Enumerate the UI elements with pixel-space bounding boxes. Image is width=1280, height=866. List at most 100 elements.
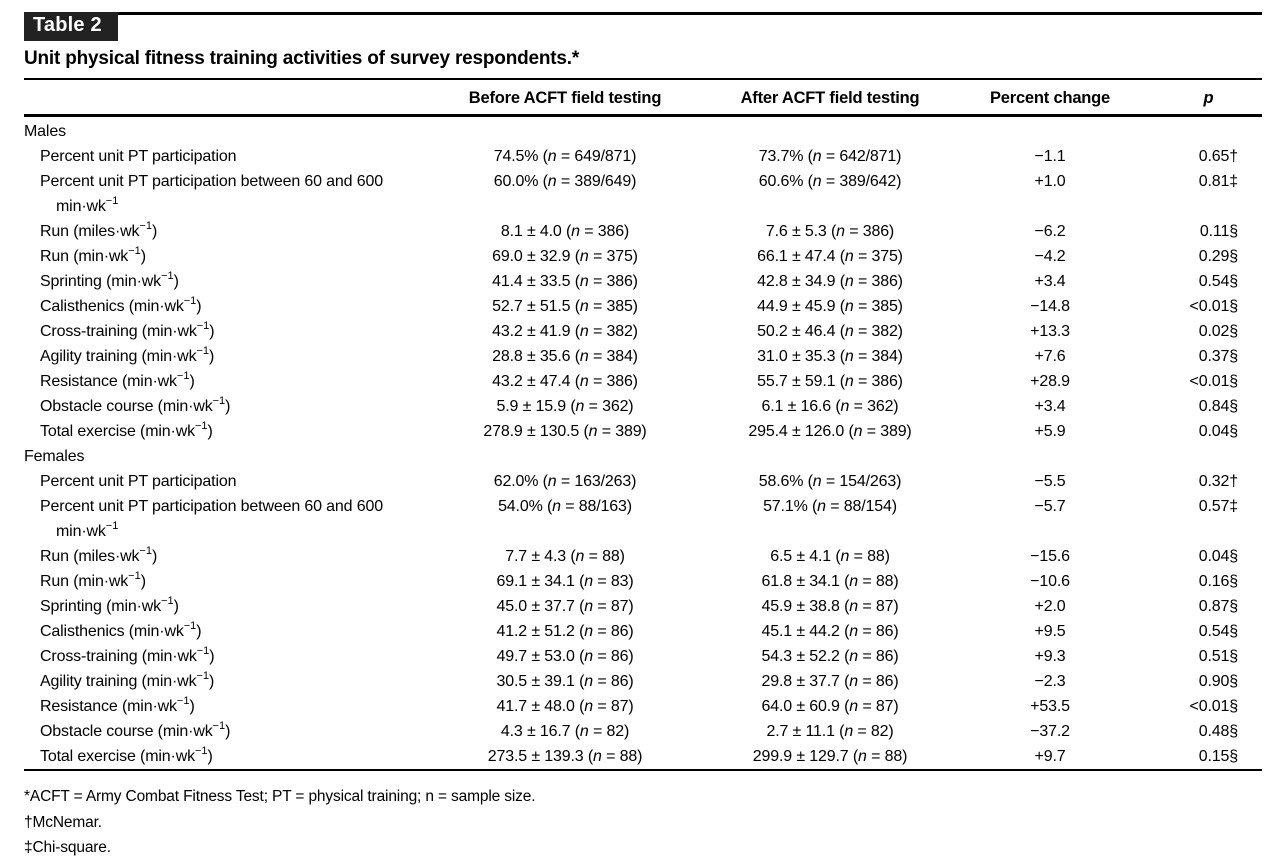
column-header-percent-change: Percent change	[985, 80, 1115, 117]
cell-percent-change: +53.5	[1030, 698, 1070, 715]
table-row: Obstacle course (min·wk−1) 5.9 ± 15.9 (n …	[24, 394, 1262, 419]
cell-percent-change: −4.2	[1034, 248, 1066, 265]
cell-before: 7.7 ± 4.3 (n = 88)	[505, 548, 625, 565]
cell-after: 61.8 ± 34.1 (n = 88)	[761, 573, 899, 590]
table-row: Calisthenics (min·wk−1) 52.7 ± 51.5 (n = …	[24, 294, 1262, 319]
table-row: Percent unit PT participation 62.0% (n = …	[24, 469, 1262, 494]
cell-before: 41.2 ± 51.2 (n = 86)	[496, 623, 634, 640]
table-row: Resistance (min·wk−1) 41.7 ± 48.0 (n = 87…	[24, 694, 1262, 719]
table-row: Resistance (min·wk−1) 43.2 ± 47.4 (n = 38…	[24, 369, 1262, 394]
table-row: Run (miles·wk−1) 7.7 ± 4.3 (n = 88) 6.5 ± …	[24, 544, 1262, 569]
cell-after: 54.3 ± 52.2 (n = 86)	[761, 648, 899, 665]
cell-p: 0.87§	[1198, 598, 1238, 615]
cell-percent-change: +3.4	[1034, 273, 1066, 290]
cell-percent-change: +2.0	[1034, 598, 1066, 615]
row-label: Resistance (min·wk−1)	[40, 694, 195, 715]
cell-after: 44.9 ± 45.9 (n = 385)	[757, 298, 903, 315]
cell-p: 0.11§	[1199, 223, 1238, 240]
cell-percent-change: −6.2	[1034, 223, 1066, 240]
top-rule	[24, 12, 1262, 15]
cell-before: 45.0 ± 37.7 (n = 87)	[496, 598, 634, 615]
section-header: Males	[24, 123, 66, 140]
cell-p: 0.54§	[1198, 623, 1238, 640]
table-row: Percent unit PT participation between 60…	[24, 494, 1262, 544]
column-header-after: After ACFT field testing	[675, 80, 985, 117]
cell-before: 43.2 ± 47.4 (n = 386)	[492, 373, 638, 390]
cell-after: 73.7% (n = 642/871)	[758, 148, 902, 165]
cell-before: 28.8 ± 35.6 (n = 384)	[492, 348, 638, 365]
table-row: Sprinting (min·wk−1) 45.0 ± 37.7 (n = 87)…	[24, 594, 1262, 619]
row-label: Sprinting (min·wk−1)	[40, 594, 179, 615]
title-rule	[24, 78, 1262, 80]
cell-percent-change: +13.3	[1030, 323, 1070, 340]
data-table: Before ACFT field testing After ACFT fie…	[24, 80, 1262, 771]
cell-percent-change: +1.0	[1034, 173, 1066, 190]
cell-before: 74.5% (n = 649/871)	[493, 148, 637, 165]
row-label: Obstacle course (min·wk−1)	[40, 719, 231, 740]
table-body: Males Percent unit PT participation 74.5% …	[24, 116, 1262, 771]
footnote: §Paired t-test.	[24, 861, 1262, 866]
cell-p: <0.01§	[1189, 373, 1239, 390]
cell-before: 49.7 ± 53.0 (n = 86)	[496, 648, 634, 665]
cell-p: 0.51§	[1198, 648, 1238, 665]
cell-after: 6.1 ± 16.6 (n = 362)	[761, 398, 899, 415]
cell-percent-change: −37.2	[1030, 723, 1070, 740]
cell-before: 4.3 ± 16.7 (n = 82)	[500, 723, 630, 740]
section-header: Females	[24, 448, 85, 465]
cell-p: 0.29§	[1198, 248, 1238, 265]
cell-percent-change: −2.3	[1034, 673, 1066, 690]
cell-after: 29.8 ± 37.7 (n = 86)	[761, 673, 899, 690]
row-label: Run (miles·wk−1)	[40, 219, 158, 240]
row-label: Sprinting (min·wk−1)	[40, 269, 179, 290]
cell-after: 299.9 ± 129.7 (n = 88)	[752, 748, 908, 765]
row-label: Cross-training (min·wk−1)	[40, 644, 215, 665]
cell-p: <0.01§	[1189, 698, 1239, 715]
row-label: Percent unit PT participation	[40, 148, 237, 165]
cell-percent-change: +9.5	[1034, 623, 1066, 640]
table-row: Cross-training (min·wk−1) 43.2 ± 41.9 (n …	[24, 319, 1262, 344]
cell-percent-change: +7.6	[1034, 348, 1066, 365]
cell-percent-change: +9.7	[1034, 748, 1066, 765]
table-row: Cross-training (min·wk−1) 49.7 ± 53.0 (n …	[24, 644, 1262, 669]
table-row: Percent unit PT participation 74.5% (n = …	[24, 144, 1262, 169]
cell-before: 30.5 ± 39.1 (n = 86)	[496, 673, 634, 690]
cell-before: 52.7 ± 51.5 (n = 385)	[492, 298, 638, 315]
cell-after: 7.6 ± 5.3 (n = 386)	[765, 223, 895, 240]
table-row: Obstacle course (min·wk−1) 4.3 ± 16.7 (n …	[24, 719, 1262, 744]
cell-before: 278.9 ± 130.5 (n = 389)	[483, 423, 647, 440]
footnote: †McNemar.	[24, 813, 102, 831]
cell-after: 42.8 ± 34.9 (n = 386)	[757, 273, 903, 290]
cell-before: 273.5 ± 139.3 (n = 88)	[487, 748, 643, 765]
cell-after: 57.1% (n = 88/154)	[763, 498, 897, 515]
table-row: Total exercise (min·wk−1) 273.5 ± 139.3 (…	[24, 744, 1262, 770]
row-label: Calisthenics (min·wk−1)	[40, 294, 202, 315]
row-label: Total exercise (min·wk−1)	[40, 744, 213, 765]
table-row: Total exercise (min·wk−1) 278.9 ± 130.5 (…	[24, 419, 1262, 444]
cell-p: 0.37§	[1198, 348, 1238, 365]
cell-before: 41.4 ± 33.5 (n = 386)	[492, 273, 638, 290]
cell-p: 0.04§	[1198, 423, 1238, 440]
cell-before: 69.1 ± 34.1 (n = 83)	[496, 573, 634, 590]
row-label: Percent unit PT participation between 60…	[24, 169, 455, 219]
row-label: Run (min·wk−1)	[40, 569, 146, 590]
table-row: Percent unit PT participation between 60…	[24, 169, 1262, 219]
cell-p: 0.04§	[1198, 548, 1238, 565]
table-row: Run (min·wk−1) 69.1 ± 34.1 (n = 83) 61.8 ±…	[24, 569, 1262, 594]
row-label: Run (miles·wk−1)	[40, 544, 158, 565]
table-row: Agility training (min·wk−1) 30.5 ± 39.1 (…	[24, 669, 1262, 694]
cell-percent-change: −10.6	[1030, 573, 1070, 590]
cell-before: 5.9 ± 15.9 (n = 362)	[496, 398, 634, 415]
row-label: Obstacle course (min·wk−1)	[40, 394, 231, 415]
row-label: Total exercise (min·wk−1)	[40, 419, 213, 440]
column-header-p: p	[1115, 80, 1262, 117]
cell-percent-change: +3.4	[1034, 398, 1066, 415]
cell-p: <0.01§	[1189, 298, 1239, 315]
cell-percent-change: −1.1	[1034, 148, 1066, 165]
cell-before: 41.7 ± 48.0 (n = 87)	[496, 698, 634, 715]
cell-p: 0.32†	[1198, 473, 1238, 490]
row-label: Agility training (min·wk−1)	[40, 669, 215, 690]
row-label: Agility training (min·wk−1)	[40, 344, 215, 365]
cell-after: 31.0 ± 35.3 (n = 384)	[757, 348, 903, 365]
cell-after: 64.0 ± 60.9 (n = 87)	[761, 698, 899, 715]
